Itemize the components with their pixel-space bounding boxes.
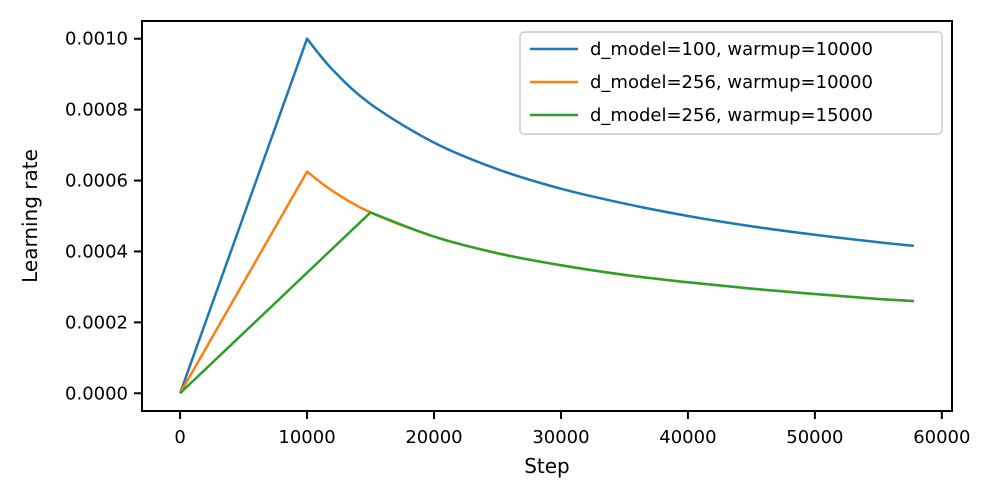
x-tick-label: 0 [174, 427, 185, 448]
y-tick-label: 0.0006 [65, 171, 128, 192]
x-tick-label: 10000 [278, 427, 335, 448]
legend-box [519, 31, 943, 135]
y-tick-label: 0.0000 [65, 383, 128, 404]
legend: d_model=100, warmup=10000 d_model=256, wa… [519, 31, 943, 135]
x-tick-label: 40000 [659, 427, 716, 448]
x-axis-title: Step [524, 454, 570, 478]
legend-label: d_model=256, warmup=15000 [590, 105, 873, 126]
series-line-2 [179, 170, 914, 394]
series-line-1 [178, 37, 915, 394]
y-tick-label: 0.0002 [65, 312, 128, 333]
y-tick-label: 0.0010 [65, 29, 128, 50]
x-tick-label: 50000 [786, 427, 843, 448]
x-tick-label: 20000 [405, 427, 462, 448]
y-axis-title: Learning rate [18, 149, 42, 283]
series-line-3 [179, 211, 914, 395]
series-layer [178, 37, 915, 395]
x-tick-label: 30000 [532, 427, 589, 448]
x-tick-label: 60000 [913, 427, 970, 448]
y-tick-label: 0.0004 [65, 241, 128, 262]
y-axis: 0.0000 0.0002 0.0004 0.0006 0.0008 0.0010 [65, 29, 142, 404]
plot-frame [141, 20, 953, 412]
legend-label: d_model=256, warmup=10000 [590, 72, 873, 93]
x-axis: 0 10000 20000 30000 40000 50000 60000 [174, 411, 970, 448]
y-tick-label: 0.0008 [65, 100, 128, 121]
legend-label: d_model=100, warmup=10000 [590, 39, 873, 60]
